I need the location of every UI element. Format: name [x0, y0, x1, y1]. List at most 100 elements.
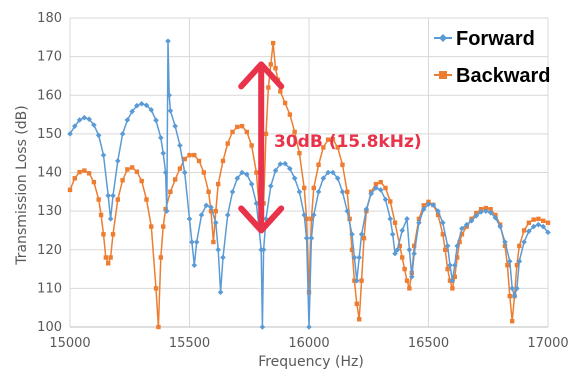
data-point: [86, 116, 92, 122]
data-point: [153, 286, 159, 291]
data-point: [254, 170, 259, 175]
data-point: [134, 102, 140, 109]
data-point: [192, 152, 197, 158]
data-point: [215, 246, 221, 253]
data-point: [394, 246, 401, 253]
data-point: [383, 185, 388, 191]
data-point: [177, 142, 183, 149]
data-point: [282, 160, 288, 167]
data-point: [125, 167, 130, 172]
data-point: [115, 197, 120, 202]
data-point: [507, 293, 512, 299]
data-point: [86, 171, 92, 176]
data-point: [517, 243, 522, 249]
data-point: [234, 175, 241, 182]
data-point: [119, 131, 126, 137]
x-tick-label: 15000: [49, 336, 90, 351]
annotation-label: 30dB (15.8kHz): [274, 132, 422, 152]
data-point: [497, 223, 503, 230]
data-point: [340, 162, 345, 167]
data-point: [267, 183, 274, 189]
data-point: [177, 166, 183, 171]
data-point: [217, 289, 224, 296]
data-point: [404, 216, 410, 222]
data-point: [404, 278, 410, 283]
x-tick-label: 16500: [408, 336, 449, 351]
data-point: [445, 266, 450, 272]
data-point: [407, 286, 412, 291]
data-point: [516, 258, 523, 265]
data-point: [103, 255, 109, 260]
data-point: [502, 243, 508, 249]
y-tick-label: 170: [37, 50, 62, 65]
data-point: [161, 224, 166, 229]
data-point: [172, 123, 178, 129]
data-point: [91, 122, 97, 128]
data-point: [71, 123, 78, 129]
data-point: [400, 255, 405, 260]
data-point: [521, 228, 527, 233]
data-point: [459, 232, 465, 237]
x-axis-title: Frequency (Hz): [258, 354, 364, 370]
x-axis-ticks: 15000 15500 16000 16500 17000: [49, 336, 568, 351]
data-point: [354, 277, 360, 284]
data-point: [208, 204, 214, 211]
data-point: [81, 114, 88, 121]
data-point: [378, 179, 383, 185]
data-point: [463, 221, 470, 228]
data-point: [310, 212, 317, 218]
data-point: [502, 239, 508, 245]
data-point: [306, 324, 312, 330]
data-point: [76, 117, 83, 123]
annotation-arrow-head-top: [238, 61, 285, 90]
y-tick-label: 100: [37, 320, 62, 335]
data-point: [330, 137, 336, 142]
data-point: [416, 216, 422, 222]
data-point: [454, 255, 460, 260]
data-point: [388, 199, 393, 204]
data-point: [277, 161, 284, 167]
data-point: [82, 168, 87, 173]
data-point: [268, 62, 273, 67]
data-point: [273, 66, 278, 71]
data-point: [292, 129, 297, 135]
data-point: [72, 176, 77, 181]
data-point: [95, 132, 102, 139]
data-point: [196, 158, 202, 164]
data-point: [483, 205, 489, 211]
data-point: [139, 178, 144, 184]
data-point: [540, 223, 547, 230]
data-point: [468, 217, 475, 224]
data-point: [309, 216, 314, 222]
data-point: [163, 208, 170, 214]
x-tick-label: 17000: [527, 336, 568, 351]
data-point: [143, 102, 150, 109]
data-point: [224, 212, 231, 218]
data-point: [334, 175, 341, 182]
legend-item-backward: Backward: [434, 65, 551, 87]
data-point: [138, 100, 145, 107]
data-point: [399, 227, 406, 234]
data-point: [545, 229, 551, 236]
data-point: [149, 224, 154, 229]
data-point: [77, 169, 82, 175]
data-point: [325, 169, 331, 176]
data-point: [447, 262, 453, 268]
data-point: [514, 263, 520, 268]
data-point: [315, 189, 322, 195]
data-point: [449, 277, 456, 284]
data-point: [505, 263, 510, 268]
difference-annotation: 30dB (15.8kHz): [238, 61, 422, 234]
data-point: [356, 254, 362, 261]
data-point: [406, 246, 413, 253]
annotation-arrow-head-bottom: [238, 205, 285, 234]
data-point: [526, 220, 532, 225]
data-point: [531, 217, 536, 222]
data-point: [115, 158, 121, 164]
data-point: [387, 216, 394, 222]
data-point: [473, 212, 480, 219]
legend-forward-marker: [439, 34, 447, 42]
data-point: [451, 262, 458, 268]
data-point: [397, 243, 403, 249]
data-point: [302, 185, 307, 191]
